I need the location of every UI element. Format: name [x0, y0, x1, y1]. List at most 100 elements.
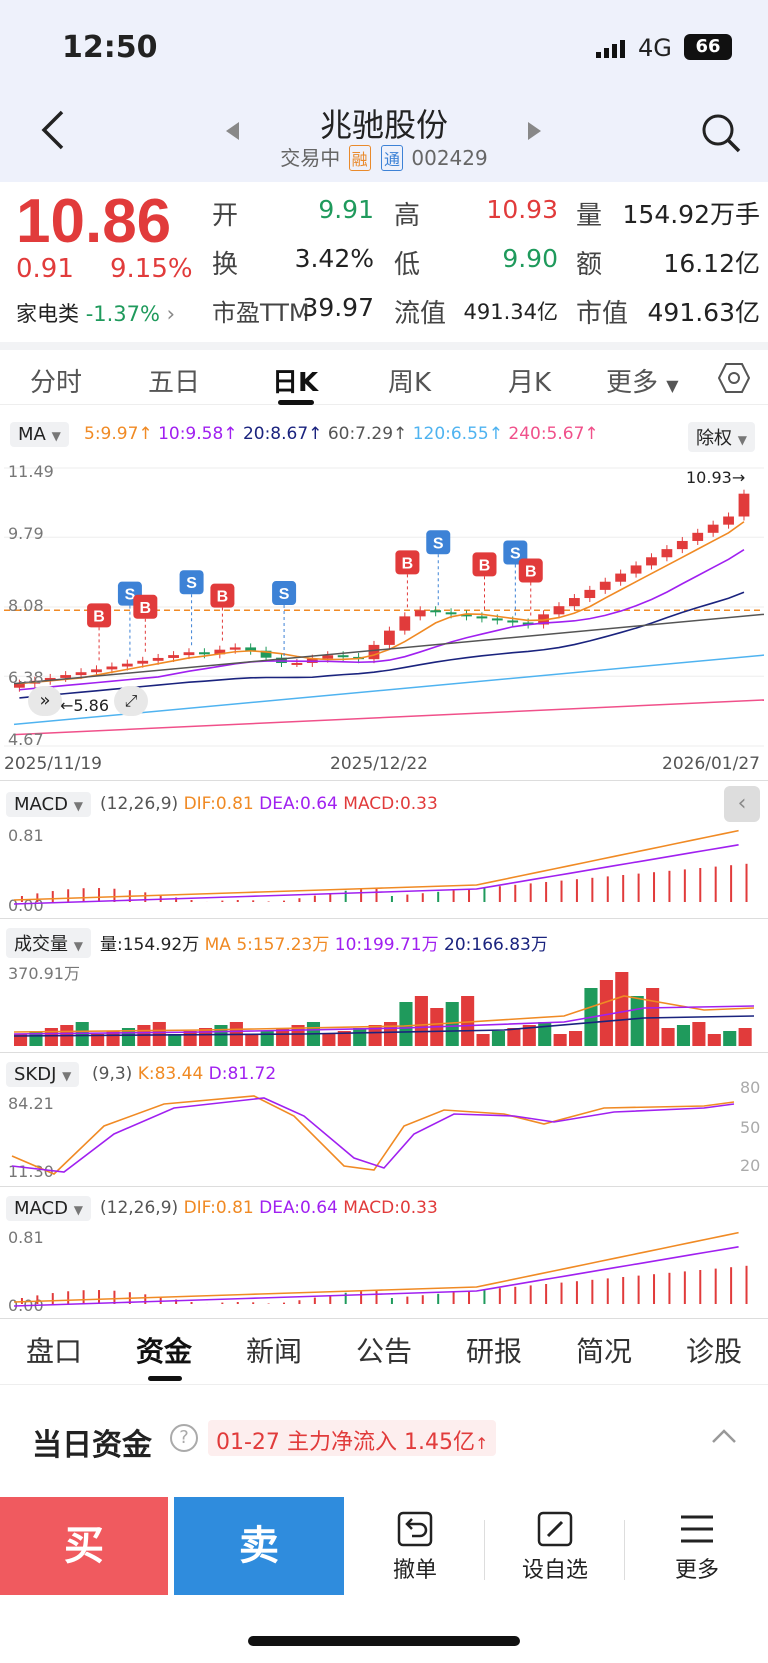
candle [137, 660, 149, 664]
dea-line [13, 844, 739, 905]
macd-bar [437, 891, 440, 902]
collapse-panel-icon[interactable]: ‹ [724, 786, 760, 822]
macd-bar [159, 1296, 162, 1304]
volume-value: 154.92万手 [622, 200, 760, 229]
volume-bar [276, 1028, 290, 1046]
signal-marker [472, 552, 497, 577]
skdj-selector[interactable]: SKDJ ▼ [6, 1062, 80, 1087]
kline-y-4: 6.38 [8, 668, 44, 687]
help-icon[interactable]: ? [170, 1424, 198, 1452]
candle [553, 606, 565, 615]
tab-intraday[interactable]: 分时 [30, 368, 83, 398]
macd-bar [390, 1298, 393, 1304]
buy-button[interactable]: 买 [0, 1497, 168, 1595]
signal-label: B [217, 589, 229, 606]
tab-news[interactable]: 新闻 [246, 1335, 303, 1368]
volume-bar [553, 1034, 567, 1046]
cancel-order-button[interactable]: 撤单 [360, 1510, 470, 1584]
tab-order-book[interactable]: 盘口 [26, 1335, 83, 1368]
tab-announcements[interactable]: 公告 [356, 1335, 413, 1368]
macd-bar [360, 889, 363, 902]
macd-bar [36, 893, 39, 902]
candle [522, 622, 534, 625]
macd2-dif: DIF:0.81 [183, 1198, 254, 1218]
adjust-label: 除权 [696, 428, 732, 449]
volume-bar [661, 1028, 675, 1046]
skdj-ref-20: 20 [740, 1156, 761, 1175]
volume-bar [183, 1031, 197, 1046]
tab-capital[interactable]: 资金 [136, 1335, 193, 1368]
search-icon[interactable] [700, 112, 742, 154]
macd-bar [175, 897, 178, 902]
volume-ma20: 20:166.83万 [444, 935, 548, 955]
open-label: 开 [212, 201, 239, 231]
tab-monthly-k[interactable]: 月K [508, 368, 552, 398]
expand-icon[interactable]: » [28, 686, 62, 716]
macd-bar [529, 883, 532, 902]
candle [199, 652, 210, 655]
tab-diagnosis[interactable]: 诊股 [686, 1335, 743, 1368]
volume-legend: 量:154.92万 MA 5:157.23万 10:199.71万 20:166… [100, 930, 548, 955]
tab-weekly-k[interactable]: 周K [388, 368, 432, 398]
skdj-selector-label: SKDJ [14, 1064, 57, 1085]
collapse-icon[interactable] [710, 1426, 738, 1450]
macd-bar [98, 888, 101, 902]
skdj-d-line [11, 1097, 735, 1173]
candle [476, 616, 488, 619]
next-stock-icon[interactable] [528, 122, 541, 140]
prev-stock-icon[interactable] [226, 122, 239, 140]
tab-five-day[interactable]: 五日 [148, 368, 201, 398]
macd2-selector[interactable]: MACD ▼ [6, 1196, 91, 1221]
ma-values: 5:9.97↑ 10:9.58↑ 20:8.67↑ 60:7.29↑ 120:6… [84, 424, 599, 444]
macd2-chart [4, 1222, 764, 1318]
macd2-dea: DEA:0.64 [259, 1198, 338, 1218]
macd-bar [514, 884, 517, 902]
tab-research[interactable]: 研报 [466, 1335, 523, 1368]
add-watchlist-label: 设自选 [521, 1558, 588, 1583]
tab-profile[interactable]: 简况 [576, 1335, 633, 1368]
macd-bar [159, 894, 162, 902]
volume-y-top: 370.91万 [8, 964, 80, 983]
price-change-pct: 9.15% [110, 254, 193, 284]
candle [646, 557, 657, 566]
macd-value: MACD:0.33 [343, 794, 438, 814]
tab-more[interactable]: 更多 ▼ [606, 362, 679, 399]
macd-bar [51, 1293, 54, 1304]
battery-icon: 66 [684, 34, 732, 60]
fund-title: 当日资金 [32, 1428, 152, 1463]
fullscreen-icon[interactable]: ⤢ [114, 686, 148, 716]
vol-ma5-line [13, 995, 755, 1033]
back-icon[interactable] [36, 106, 72, 154]
candle [106, 666, 118, 670]
candle [445, 612, 457, 615]
signal-marker [272, 581, 297, 606]
candle [322, 655, 334, 659]
sell-button[interactable]: 卖 [174, 1497, 344, 1595]
volume-bar [676, 1025, 691, 1046]
macd-bar [606, 876, 609, 902]
volume-selector[interactable]: 成交量 ▼ [6, 928, 91, 958]
adjust-selector[interactable]: 除权 ▼ [688, 422, 755, 452]
signal-label: B [525, 564, 537, 581]
macd-bar [468, 1291, 471, 1304]
macd-bar [498, 1288, 501, 1304]
volume-bar [414, 996, 428, 1046]
macd-bar [745, 1265, 748, 1304]
dif-line [13, 1231, 739, 1303]
tab-daily-k[interactable]: 日K [272, 368, 319, 398]
add-watchlist-button[interactable]: 设自选 [500, 1510, 610, 1584]
more-button[interactable]: 更多 [642, 1510, 752, 1584]
date-start: 2025/11/19 [4, 754, 102, 774]
candle [121, 663, 133, 667]
candle [229, 647, 241, 650]
volume-bar [522, 1025, 536, 1046]
sector-link[interactable]: 家电类 -1.37% › [16, 298, 175, 328]
ma-selector[interactable]: MA ▼ [10, 422, 69, 447]
ma-selector-label: MA [18, 424, 46, 445]
macd-bar [344, 890, 347, 902]
settings-icon[interactable] [717, 362, 751, 398]
macd-selector[interactable]: MACD ▼ [6, 792, 91, 817]
candle [75, 672, 87, 676]
volume-chart [4, 956, 764, 1048]
